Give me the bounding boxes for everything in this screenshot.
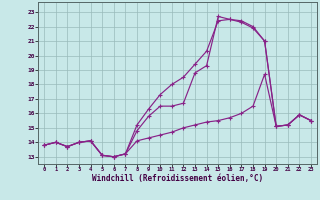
X-axis label: Windchill (Refroidissement éolien,°C): Windchill (Refroidissement éolien,°C): [92, 174, 263, 183]
